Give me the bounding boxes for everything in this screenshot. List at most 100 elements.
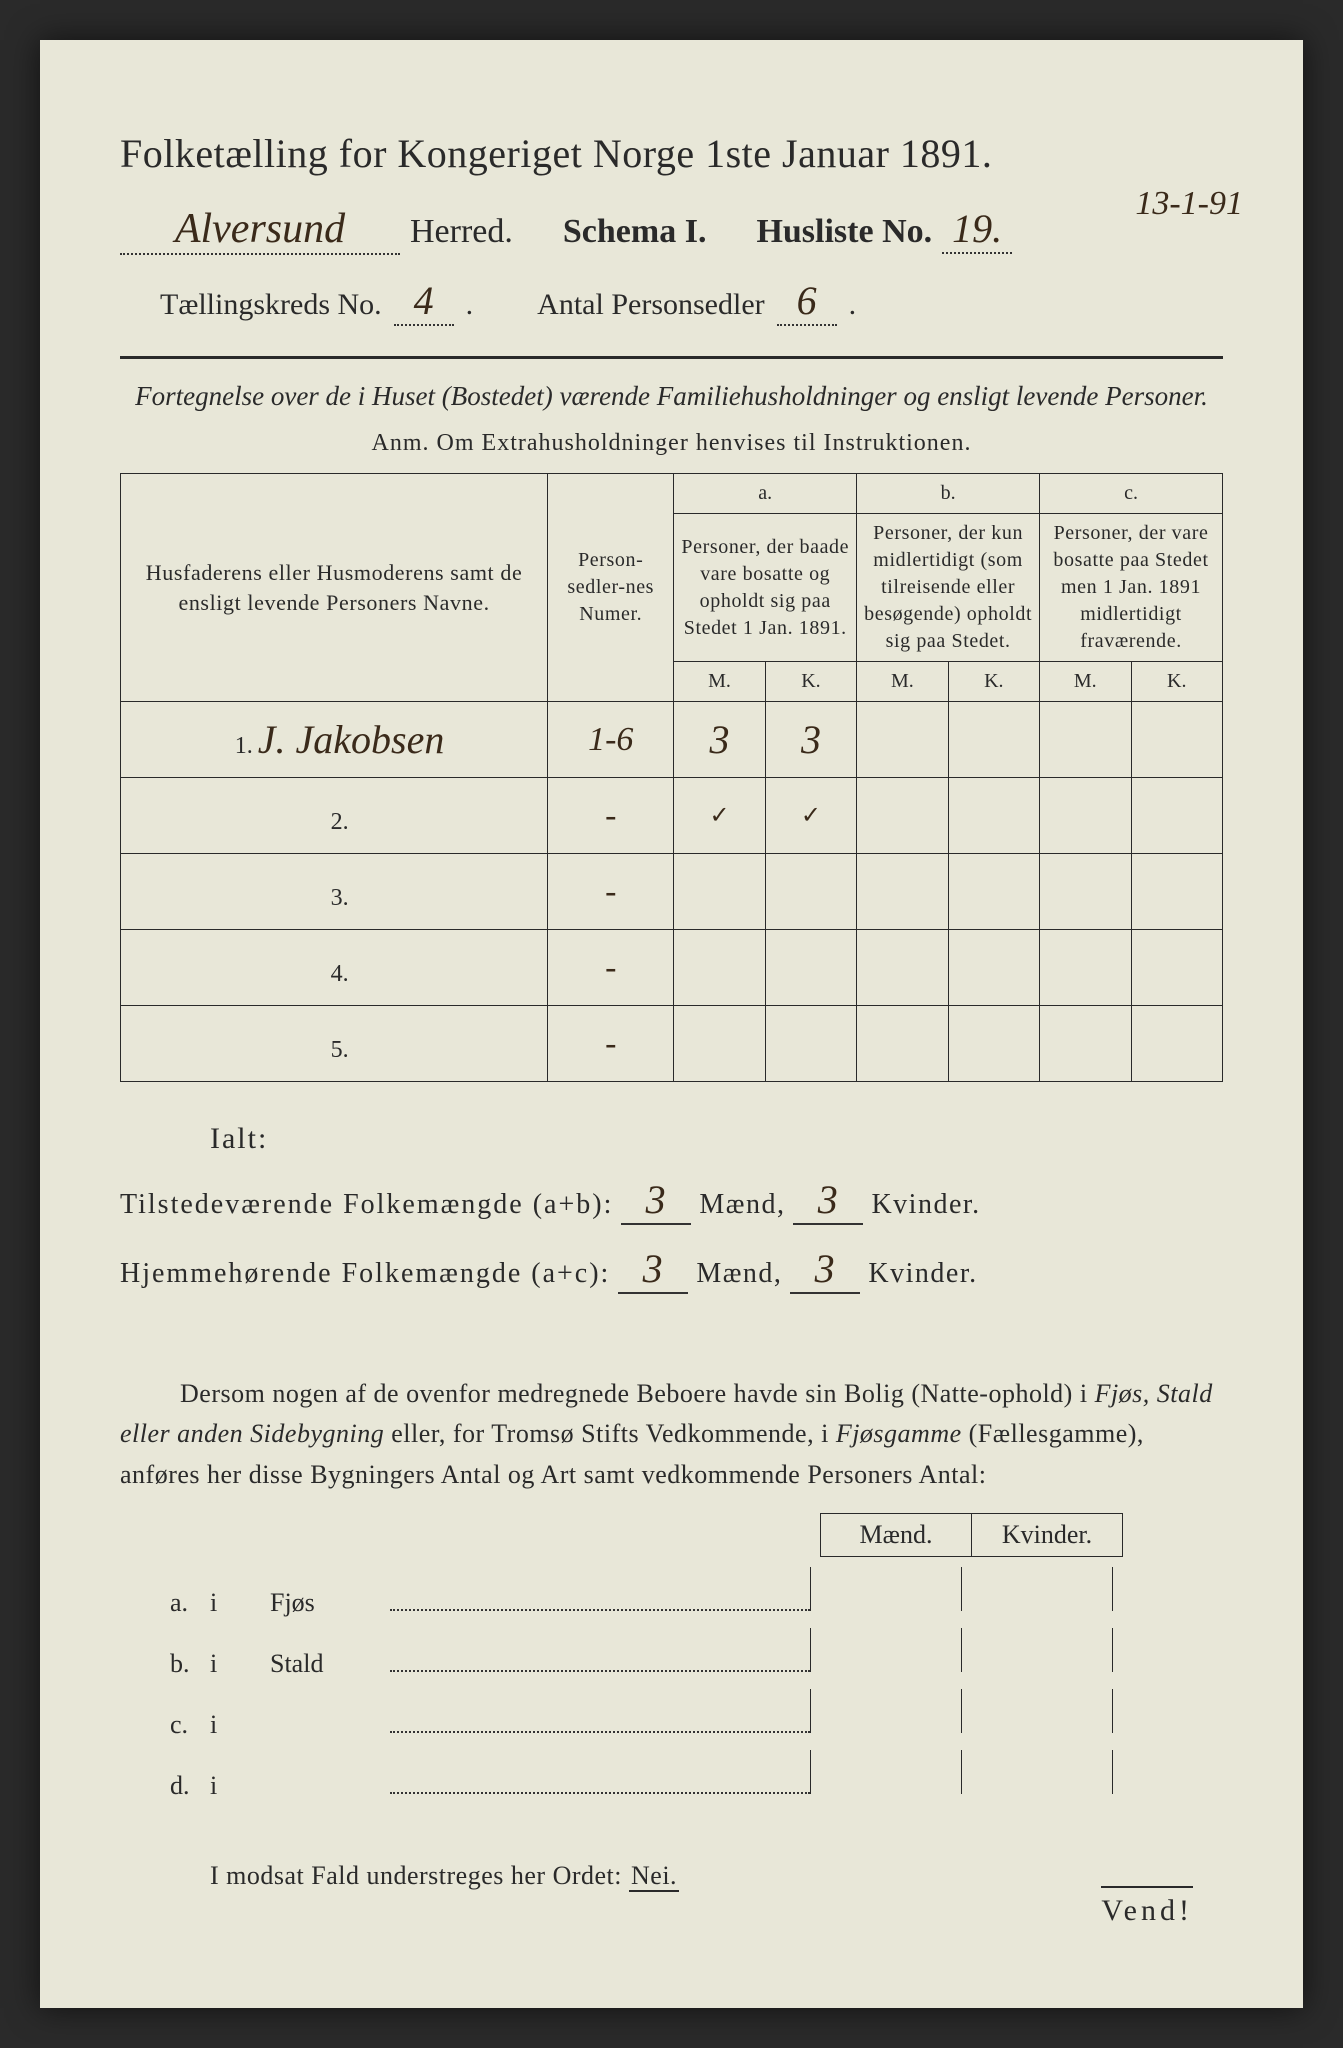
antal-no: 6 (777, 277, 837, 326)
c-k: K. (1131, 662, 1223, 702)
table-row: 1. J. Jakobsen1-633 (121, 702, 1223, 778)
ab-what: Fjøs (270, 1588, 390, 1618)
c-m: M. (1040, 662, 1131, 702)
group-a: a. (674, 474, 857, 514)
row-name: 1. J. Jakobsen (121, 702, 548, 778)
mk-header: Mænd. Kvinder. (820, 1513, 1223, 1557)
cell-aM: 3 (674, 702, 765, 778)
husliste-no: 19. (942, 205, 1012, 254)
nei-line: I modsat Fald understreges her Ordet: Ne… (210, 1861, 1223, 1891)
cell-cK (1131, 1006, 1223, 1082)
header-row-3: Tællingskreds No. 4 . Antal Personsedler… (160, 277, 1223, 326)
ab-cells (810, 1628, 1113, 1672)
group-c: c. (1040, 474, 1223, 514)
kreds-no: 4 (394, 277, 454, 326)
desc-a: Personer, der baade vare bosatte og opho… (674, 514, 857, 662)
cell-cK (1131, 930, 1223, 1006)
cell-cM (1040, 854, 1131, 930)
cell-bM (857, 1006, 948, 1082)
cell-bM (857, 930, 948, 1006)
cell-aK: 3 (765, 702, 856, 778)
cell-bK (948, 702, 1039, 778)
sum1-mlabel: Mænd, (699, 1189, 785, 1221)
outbuilding-row: a.iFjøs (170, 1567, 1223, 1618)
herred-value: Alversund (120, 205, 400, 255)
para-p1: Dersom nogen af de ovenfor medregnede Be… (180, 1379, 1095, 1408)
cell-bK (948, 778, 1039, 854)
cell-aM: ✓ (674, 778, 765, 854)
cell-bK (948, 854, 1039, 930)
page-title: Folketælling for Kongeriget Norge 1ste J… (120, 130, 1223, 177)
ab-what: Stald (270, 1649, 390, 1679)
cell-cK (1131, 778, 1223, 854)
sum-present: Tilstedeværende Folkemængde (a+b): 3 Mæn… (120, 1176, 1223, 1225)
sum1-klabel: Kvinder. (871, 1189, 980, 1221)
a-m: M. (674, 662, 765, 702)
group-b: b. (857, 474, 1040, 514)
cell-bK (948, 1006, 1039, 1082)
sum2-mlabel: Mænd, (696, 1258, 782, 1290)
cell-cK (1131, 854, 1223, 930)
census-form-page: Folketælling for Kongeriget Norge 1ste J… (40, 40, 1303, 2008)
table-row: 3. - (121, 854, 1223, 930)
subtitle: Fortegnelse over de i Huset (Bostedet) v… (120, 377, 1223, 416)
cell-bK (948, 930, 1039, 1006)
col-name-header: Husfaderens eller Husmoderens samt de en… (121, 474, 548, 702)
census-table: Husfaderens eller Husmoderens samt de en… (120, 473, 1223, 1082)
header-row-2: Alversund Herred. Schema I. Husliste No.… (120, 205, 1223, 255)
ab-letter: c. (170, 1710, 210, 1740)
nei-word: Nei. (629, 1861, 679, 1892)
sum1-k: 3 (793, 1176, 863, 1225)
cell-cK (1131, 702, 1223, 778)
ab-dots (390, 1583, 810, 1611)
cell-aK (765, 1006, 856, 1082)
sum-resident: Hjemmehørende Folkemængde (a+c): 3 Mænd,… (120, 1245, 1223, 1294)
cell-aM (674, 930, 765, 1006)
cell-aK (765, 930, 856, 1006)
cell-aM (674, 1006, 765, 1082)
row-num: - (548, 778, 674, 854)
ab-i: i (210, 1649, 270, 1679)
ab-dots (390, 1766, 810, 1794)
herred-label: Herred. (410, 213, 513, 251)
ab-letter: a. (170, 1588, 210, 1618)
row-name: 5. (121, 1006, 548, 1082)
row-num: - (548, 854, 674, 930)
sum2-klabel: Kvinder. (868, 1258, 977, 1290)
ab-dots (390, 1705, 810, 1733)
outbuilding-row: d.i (170, 1750, 1223, 1801)
table-row: 4. - (121, 930, 1223, 1006)
cell-bM (857, 854, 948, 930)
ab-cells (810, 1689, 1113, 1733)
desc-b: Personer, der kun midlertidigt (som tilr… (857, 514, 1040, 662)
cell-aM (674, 854, 765, 930)
date-annotation: 13-1-91 (1135, 185, 1243, 223)
husliste-label: Husliste No. (756, 213, 932, 251)
row-num: - (548, 1006, 674, 1082)
table-row: 5. - (121, 1006, 1223, 1082)
sum2-k: 3 (790, 1245, 860, 1294)
antal-label: Antal Personsedler (537, 288, 764, 322)
ab-i: i (210, 1588, 270, 1618)
row-name: 3. (121, 854, 548, 930)
row-name: 4. (121, 930, 548, 1006)
cell-aK (765, 854, 856, 930)
schema-label: Schema I. (563, 213, 707, 251)
desc-c: Personer, der vare bosatte paa Stedet me… (1040, 514, 1223, 662)
ab-cells (810, 1750, 1113, 1794)
outbuilding-paragraph: Dersom nogen af de ovenfor medregnede Be… (120, 1374, 1223, 1495)
vend-label: Vend! (1101, 1886, 1193, 1928)
cell-bM (857, 778, 948, 854)
cell-cM (1040, 778, 1131, 854)
sum1-label: Tilstedeværende Folkemængde (a+b): (120, 1189, 613, 1221)
ab-cells (810, 1567, 1113, 1611)
a-k: K. (765, 662, 856, 702)
row-num: 1-6 (548, 702, 674, 778)
col-num-header: Person-sedler-nes Numer. (548, 474, 674, 702)
cell-cM (1040, 930, 1131, 1006)
cell-cM (1040, 1006, 1131, 1082)
divider (120, 356, 1223, 359)
ialt-label: Ialt: (210, 1122, 1223, 1156)
ab-dots (390, 1644, 810, 1672)
outbuilding-row: b.iStald (170, 1628, 1223, 1679)
